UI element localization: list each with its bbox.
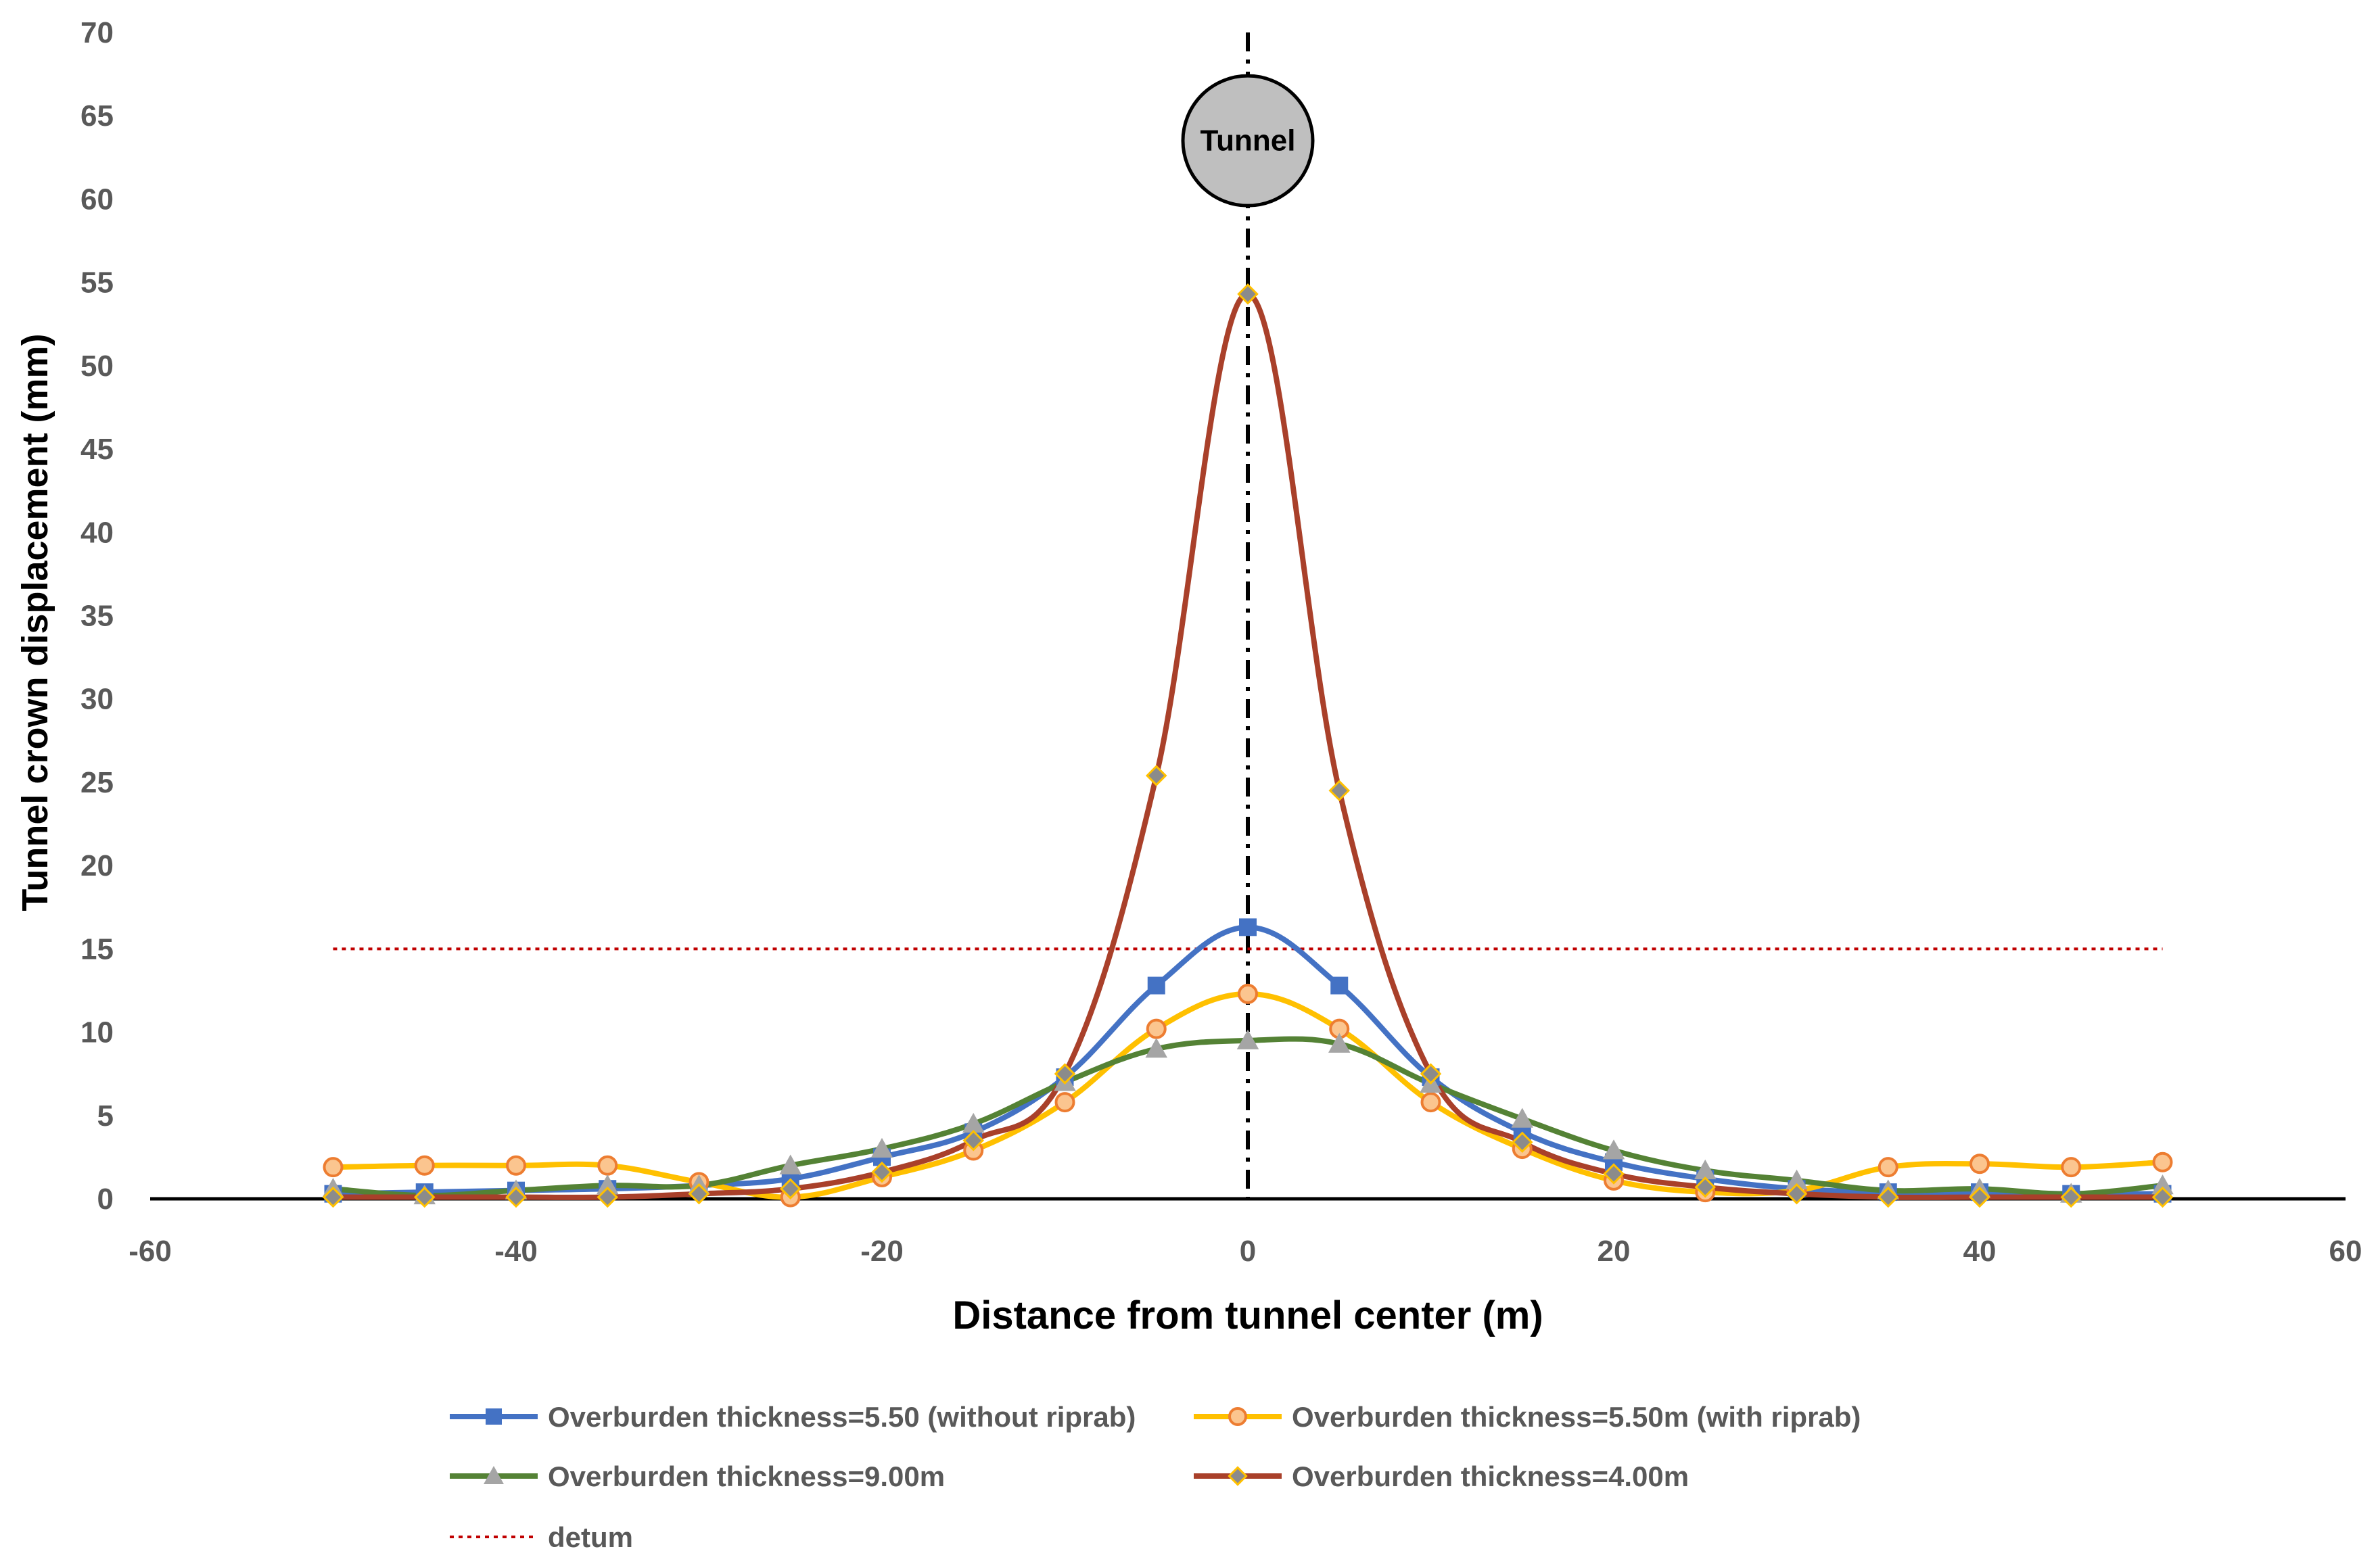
marker-diamond <box>1969 1186 1990 1208</box>
y-tick-label: 45 <box>80 433 114 466</box>
marker-circle <box>1420 1092 1441 1113</box>
x-tick-label: -40 <box>494 1235 538 1268</box>
marker-diamond <box>1328 780 1351 802</box>
marker-triangle <box>484 1466 504 1484</box>
marker-diamond <box>1786 1183 1808 1205</box>
y-tick-label: 15 <box>80 932 114 966</box>
marker-circle <box>323 1157 344 1178</box>
marker-diamond <box>2060 1186 2082 1208</box>
marker-diamond <box>1228 1466 1248 1486</box>
legend-label: Overburden thickness=9.00m <box>548 1460 945 1492</box>
marker-triangle <box>870 1137 893 1158</box>
x-axis-ticks: -60 -40 -20 0 20 40 60 <box>129 1235 2362 1268</box>
legend-label: detum <box>548 1521 633 1553</box>
marker-circle <box>1228 1407 1247 1426</box>
marker-circle <box>1054 1092 1075 1113</box>
legend-label: Overburden thickness=5.50 (without ripra… <box>548 1401 1136 1433</box>
x-tick-label: 40 <box>1963 1235 1997 1268</box>
y-tick-label: 55 <box>80 266 114 300</box>
y-tick-label: 25 <box>80 766 114 799</box>
marker-square <box>1147 976 1165 995</box>
marker-square <box>1239 918 1257 936</box>
x-tick-label: -20 <box>860 1235 904 1268</box>
y-tick-label: 30 <box>80 683 114 716</box>
y-tick-label: 10 <box>80 1016 114 1049</box>
marker-diamond <box>1694 1176 1717 1198</box>
legend: Overburden thickness=5.50 (without ripra… <box>450 1401 1861 1553</box>
marker-circle <box>1969 1154 1990 1174</box>
marker-diamond <box>413 1186 436 1208</box>
y-tick-label: 60 <box>80 183 114 216</box>
marker-circle <box>1878 1157 1898 1178</box>
x-tick-label: 0 <box>1240 1235 1256 1268</box>
legend-label: Overburden thickness=4.00m <box>1292 1460 1689 1492</box>
marker-circle <box>1146 1018 1167 1039</box>
y-tick-label: 5 <box>97 1099 114 1133</box>
x-tick-label: 60 <box>2329 1235 2362 1268</box>
marker-triangle <box>2151 1174 2174 1195</box>
marker-diamond <box>1420 1063 1442 1085</box>
marker-circle <box>2152 1151 2173 1172</box>
x-tick-label: 20 <box>1598 1235 1631 1268</box>
legend-label: Overburden thickness=5.50m (with riprab) <box>1292 1401 1861 1433</box>
marker-diamond <box>1237 283 1259 305</box>
marker-triangle <box>1786 1169 1808 1189</box>
marker-triangle <box>779 1154 801 1174</box>
marker-diamond <box>505 1186 527 1208</box>
marker-triangle <box>1694 1159 1717 1180</box>
marker-diamond <box>322 1186 344 1208</box>
marker-circle <box>597 1155 618 1176</box>
marker-triangle <box>597 1174 619 1195</box>
marker-diamond <box>688 1183 710 1205</box>
y-tick-label: 50 <box>80 350 114 383</box>
tunnel-circle <box>1181 74 1315 208</box>
legend-item: Overburden thickness=4.00m <box>1194 1460 1689 1492</box>
marker-diamond <box>597 1186 619 1208</box>
tunnel-label: Tunnel <box>1200 124 1296 158</box>
y-tick-label: 20 <box>80 849 114 882</box>
marker-diamond <box>779 1178 801 1199</box>
marker-diamond <box>1145 765 1167 786</box>
legend-item: Overburden thickness=5.50 (without ripra… <box>450 1401 1136 1433</box>
marker-square <box>486 1408 502 1425</box>
marker-circle <box>414 1155 435 1176</box>
y-tick-label: 35 <box>80 600 114 633</box>
x-tick-label: -60 <box>129 1235 172 1268</box>
y-axis-title: Tunnel crown displacement (mm) <box>15 333 55 911</box>
marker-triangle <box>962 1112 985 1133</box>
legend-item: Overburden thickness=5.50m (with riprab) <box>1194 1401 1861 1433</box>
marker-diamond <box>1511 1131 1533 1153</box>
marker-diamond <box>2151 1186 2174 1208</box>
y-axis-ticks: 0 5 10 15 20 25 30 35 40 45 50 55 60 65 70 <box>80 16 114 1216</box>
tunnel-annotation: Tunnel <box>1181 74 1315 208</box>
marker-diamond <box>1877 1186 1899 1208</box>
x-axis-title: Distance from tunnel center (m) <box>952 1293 1543 1337</box>
marker-circle <box>1238 983 1258 1004</box>
marker-diamond <box>871 1161 893 1183</box>
y-tick-label: 0 <box>97 1183 114 1216</box>
marker-triangle <box>1328 1032 1351 1053</box>
legend-item-datum: detum <box>450 1521 633 1553</box>
marker-triangle <box>1145 1037 1167 1058</box>
y-tick-label: 65 <box>80 99 114 133</box>
marker-circle <box>2061 1157 2082 1178</box>
marker-square <box>1330 976 1349 995</box>
marker-triangle <box>1236 1029 1259 1049</box>
legend-item: Overburden thickness=9.00m <box>450 1460 945 1492</box>
marker-circle <box>506 1155 526 1176</box>
y-tick-label: 70 <box>80 16 114 49</box>
marker-diamond <box>1054 1063 1076 1085</box>
marker-diamond <box>1603 1163 1625 1185</box>
series-markers <box>322 283 2174 1208</box>
marker-triangle <box>1602 1139 1625 1160</box>
y-tick-label: 40 <box>80 516 114 549</box>
marker-diamond <box>962 1129 985 1151</box>
marker-triangle <box>1511 1108 1533 1128</box>
